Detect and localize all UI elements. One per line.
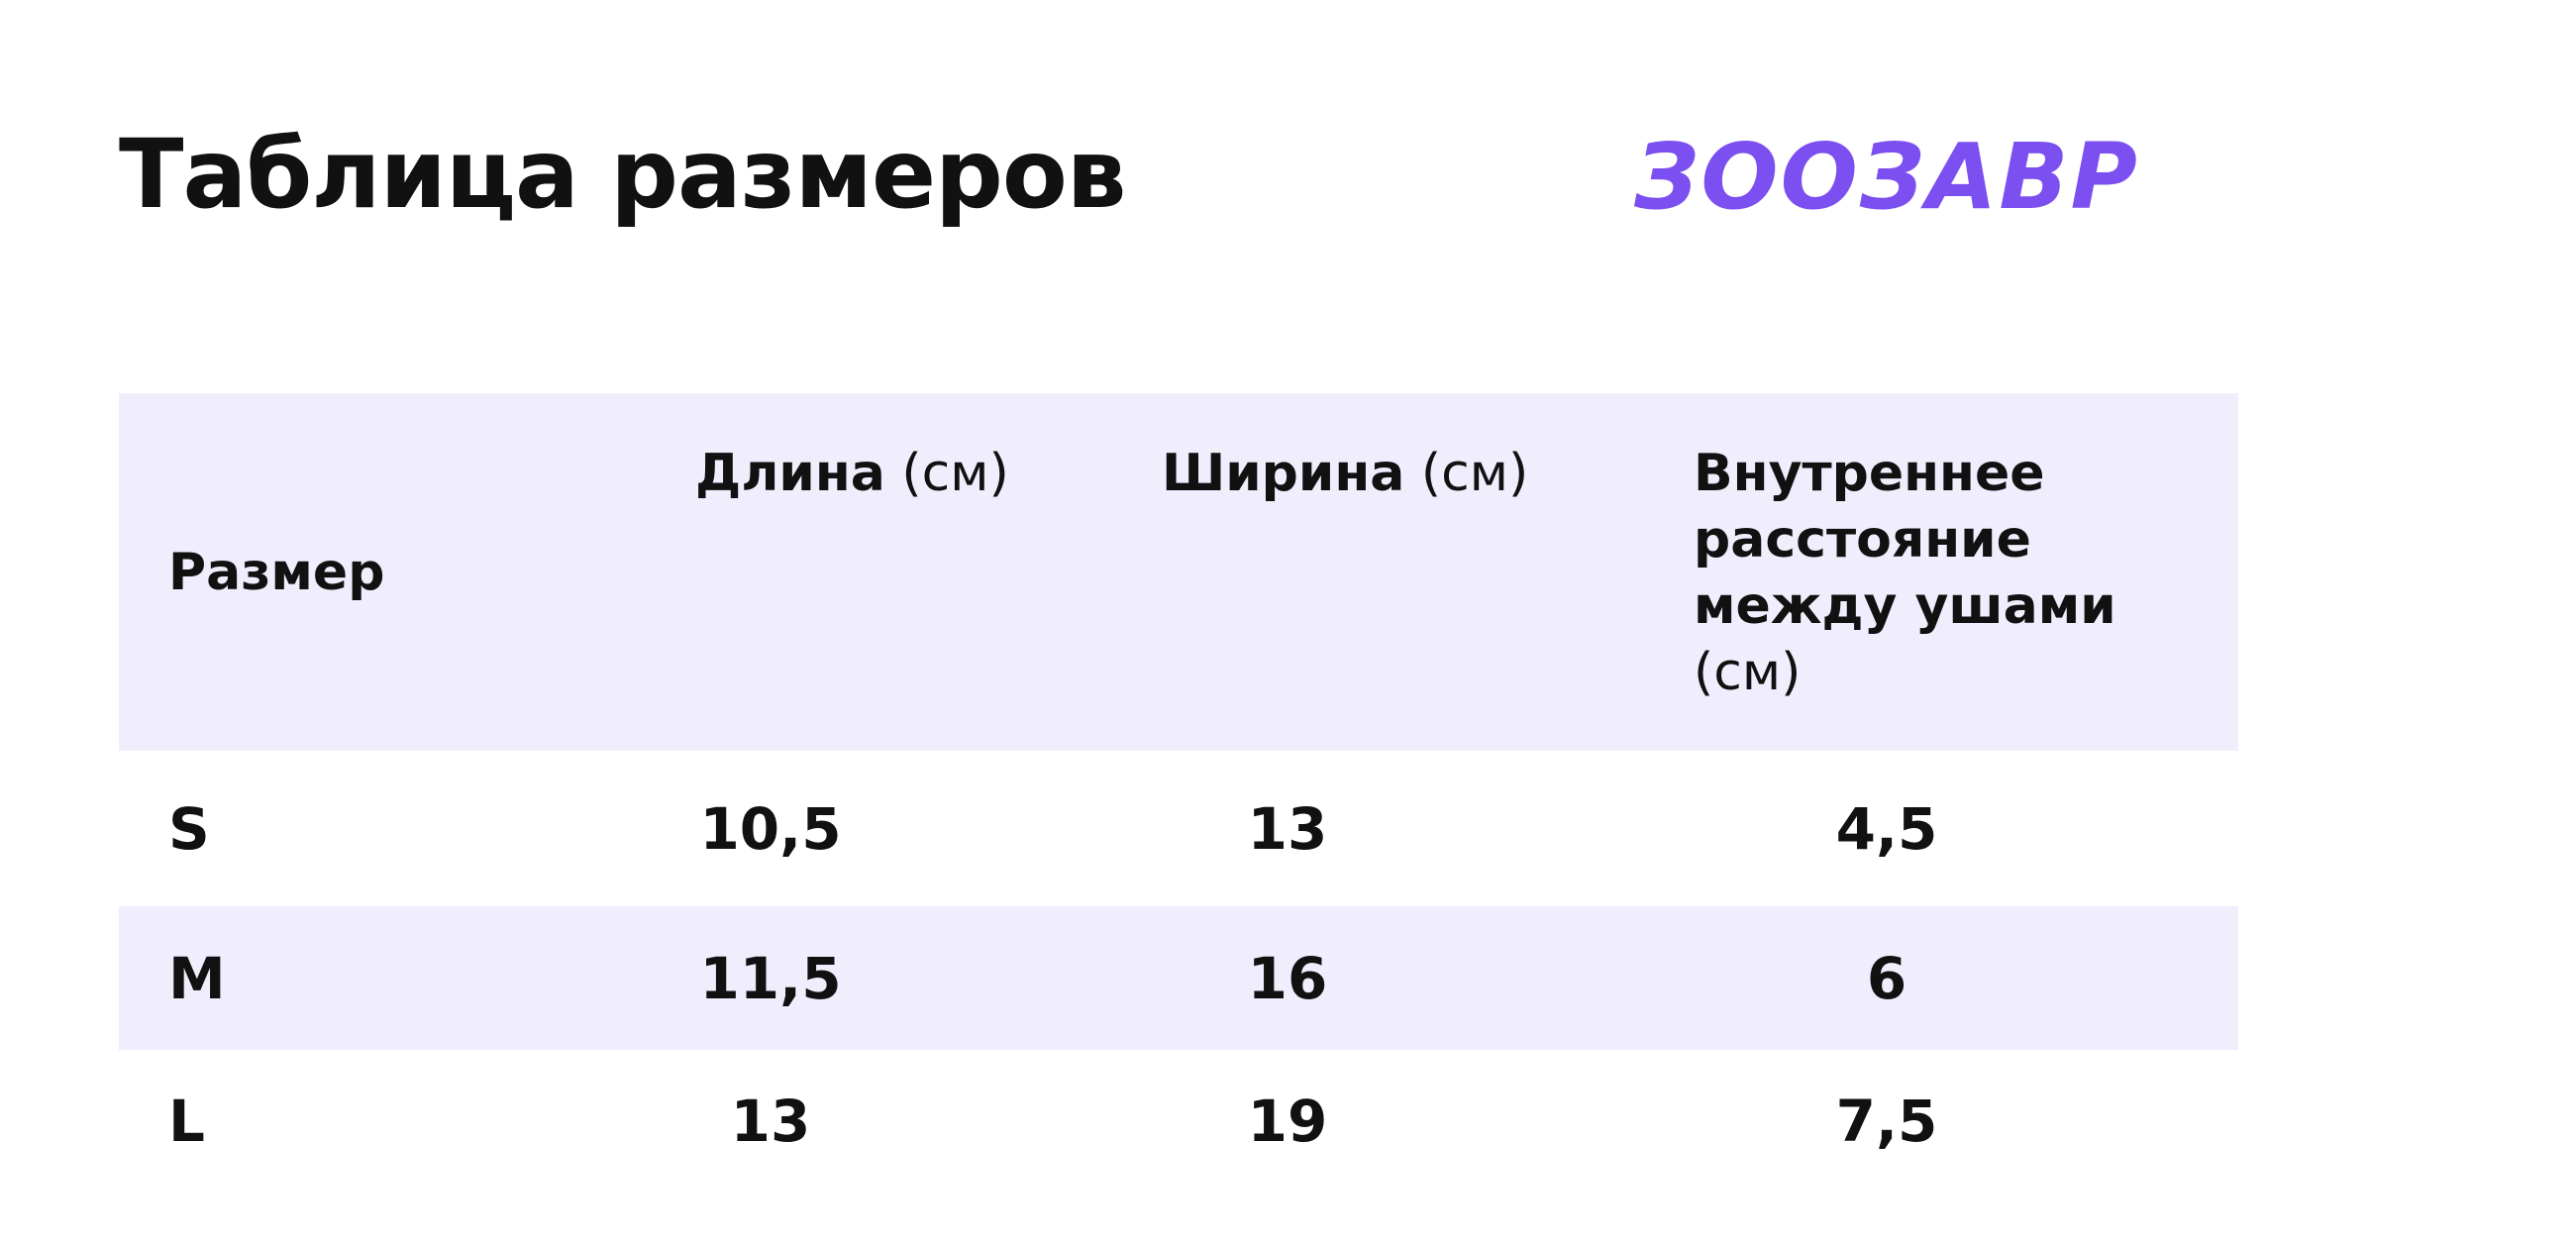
table-body: S 10,5 13 4,5 M 11,5 16 6 L 13 19 7,5 — [119, 751, 2238, 1192]
value-cell: 4,5 — [1835, 794, 1938, 863]
header-label: Длина — [695, 444, 885, 503]
value-cell: 19 — [1247, 1087, 1328, 1155]
header-cell: Внутреннее расстояние между ушами (см) — [1694, 441, 2129, 706]
table-row: S 10,5 13 4,5 — [119, 751, 2238, 906]
value-cell: 13 — [1247, 794, 1328, 863]
table-row: L 13 19 7,5 — [119, 1050, 2238, 1192]
value-cell: 10,5 — [699, 794, 842, 863]
logo: ЗООЗАВР — [1634, 124, 2139, 230]
value-cell: 16 — [1247, 944, 1328, 1012]
table-row: M 11,5 16 6 — [119, 906, 2238, 1050]
value-cell: 7,5 — [1835, 1087, 1938, 1155]
size-table: Размер Длина (см) Ширина (см) Внутреннее… — [119, 393, 2238, 1192]
header-label: Ширина — [1162, 444, 1405, 503]
header-unit: (см) — [1420, 444, 1529, 503]
value-cell: 11,5 — [699, 944, 842, 1012]
header-unit: (см) — [901, 444, 1009, 503]
header-label: Размер — [168, 543, 385, 602]
header-label: Внутреннее расстояние между ушами — [1694, 444, 2116, 636]
header-cell: Размер — [168, 540, 384, 606]
header-cell: Длина (см) — [695, 441, 1009, 507]
header-unit: (см) — [1694, 643, 1802, 702]
title: Таблица размеров — [119, 119, 1127, 230]
size-cell: S — [168, 794, 210, 863]
size-cell: L — [168, 1087, 205, 1155]
table-header: Размер Длина (см) Ширина (см) Внутреннее… — [119, 393, 2238, 751]
header-cell: Ширина (см) — [1162, 441, 1528, 507]
value-cell: 6 — [1866, 944, 1907, 1012]
value-cell: 13 — [730, 1087, 811, 1155]
size-cell: M — [168, 944, 226, 1012]
